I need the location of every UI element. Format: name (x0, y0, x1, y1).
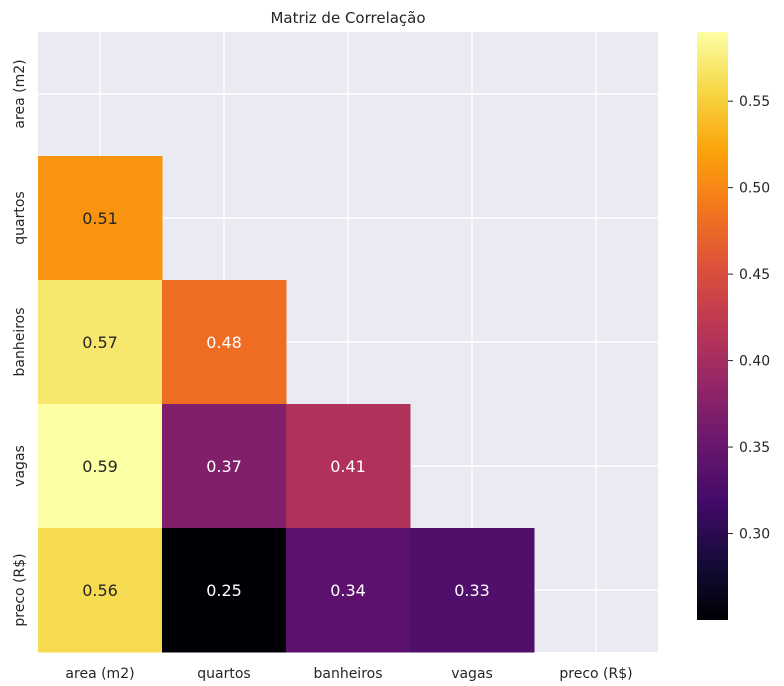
y-axis-tick-labels: area (m2) quartos banheiros vagas preco (R$) (12, 59, 28, 626)
plot-area: 0.51 0.57 0.48 0.59 0.37 0.41 0.56 0.25 0.34 0.33… (12, 32, 658, 682)
heatmap-cell (286, 528, 411, 653)
colorbar-tick-label: 0.55 (739, 94, 770, 110)
x-tick-label: banheiros (313, 666, 382, 682)
heatmap-cell (162, 528, 287, 653)
cell-annotation: 0.33 (454, 581, 490, 600)
heatmap-cell (38, 528, 163, 653)
chart-title: Matriz de Correlação (270, 9, 425, 27)
heatmap-cell (286, 404, 411, 529)
x-tick-label: preco (R$) (559, 666, 632, 682)
colorbar-tick-label: 0.40 (739, 354, 770, 370)
y-tick-label: preco (R$) (12, 553, 28, 626)
x-axis-tick-labels: area (m2) quartos banheiros vagas preco (R$) (65, 666, 632, 682)
cell-annotation: 0.34 (330, 581, 366, 600)
colorbar-tick-label: 0.35 (739, 440, 770, 456)
colorbar-gradient (697, 32, 728, 620)
cell-annotation: 0.48 (206, 333, 242, 352)
colorbar-tick-label: 0.30 (739, 527, 770, 543)
x-tick-label: area (m2) (65, 666, 134, 682)
cell-annotation: 0.51 (82, 209, 118, 228)
heatmap-cell (38, 280, 163, 405)
y-tick-label: banheiros (12, 307, 28, 376)
colorbar-tick-label: 0.45 (739, 267, 770, 283)
cell-annotation: 0.56 (82, 581, 118, 600)
x-tick-label: quartos (197, 666, 250, 682)
cell-annotation: 0.41 (330, 457, 366, 476)
x-tick-label: vagas (451, 666, 493, 682)
heatmap-cell (38, 156, 163, 281)
cell-annotation: 0.37 (206, 457, 242, 476)
y-tick-label: quartos (12, 191, 28, 244)
cell-annotation: 0.59 (82, 457, 118, 476)
y-tick-label: vagas (12, 445, 28, 487)
colorbar: 0.30 0.35 0.40 0.45 0.50 0.55 (697, 32, 770, 620)
cell-annotation: 0.57 (82, 333, 118, 352)
cell-annotation: 0.25 (206, 581, 242, 600)
y-tick-label: area (m2) (12, 59, 28, 128)
heatmap-cell (162, 404, 287, 529)
heatmap-cells: 0.51 0.57 0.48 0.59 0.37 0.41 0.56 0.25 0.34 0.33 (38, 156, 535, 653)
heatmap-cell (162, 280, 287, 405)
heatmap-cell (38, 404, 163, 529)
heatmap-cell (410, 528, 535, 653)
colorbar-tick-label: 0.50 (739, 181, 770, 197)
